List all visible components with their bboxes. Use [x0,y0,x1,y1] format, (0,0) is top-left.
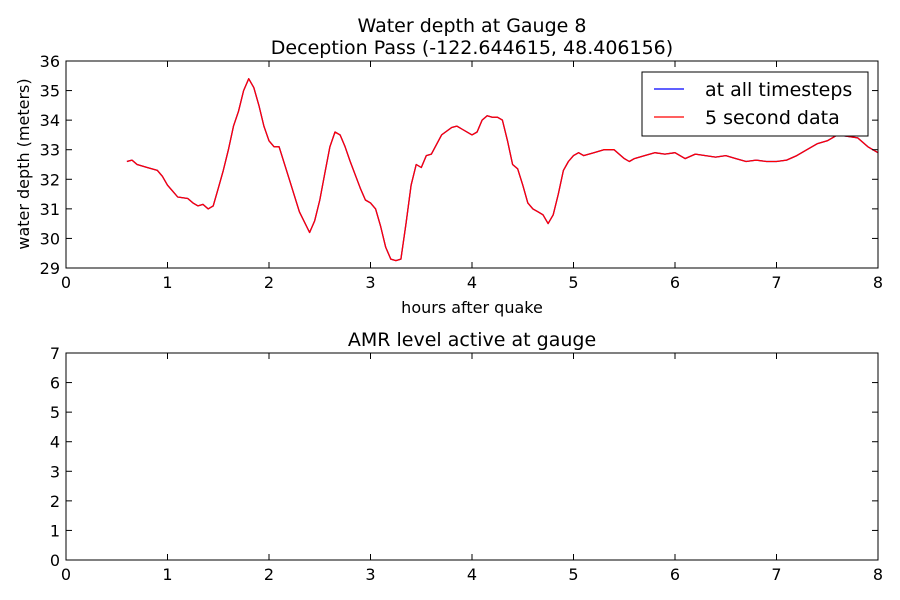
legend-box [641,71,869,137]
y-tick-label: 31 [40,200,60,219]
y-tick-label: 2 [50,492,60,511]
x-tick-label: 8 [873,565,883,584]
y-tick-label: 0 [50,551,60,570]
x-tick-label: 5 [568,565,578,584]
chart-subtitle: Deception Pass (-122.644615, 48.406156) [271,37,673,59]
plot-frame [65,60,879,269]
y-axis-label: water depth (meters) [14,78,33,249]
y-tick-label: 3 [50,462,60,481]
y-tick-label: 5 [50,403,60,422]
legend: at all timesteps 5 second data [641,71,869,137]
y-tick-label: 29 [40,259,60,278]
y-tick-label: 36 [40,52,60,71]
x-tick-label: 4 [467,273,477,292]
x-tick-label: 3 [365,565,375,584]
y-tick-label: 4 [50,433,60,452]
series-group [126,78,879,262]
y-tick-label: 1 [50,521,60,540]
x-tick-label: 6 [670,565,680,584]
x-tick-label: 0 [61,273,71,292]
x-tick-label: 2 [264,273,274,292]
y-tick-label: 33 [40,141,60,160]
x-tick-label: 4 [467,565,477,584]
plot-frame [65,352,879,561]
y-tick-label: 30 [40,229,60,248]
x-tick-label: 6 [670,273,680,292]
x-tick-label: 7 [771,273,781,292]
ticks-group: 0 1 2 3 4 5 6 7 8 0 1 2 3 4 5 6 7 [50,344,883,584]
x-axis-label: hours after quake [401,298,543,317]
chart-title: Water depth at Gauge 8 [358,15,587,37]
series-line-5-second-data [126,78,879,262]
y-tick-label: 6 [50,374,60,393]
y-tick-label: 35 [40,82,60,101]
x-tick-label: 3 [365,273,375,292]
x-tick-label: 0 [61,565,71,584]
x-tick-label: 2 [264,565,274,584]
x-tick-label: 1 [162,565,172,584]
y-tick-label: 7 [50,344,60,363]
legend-label-5-second-data: 5 second data [705,107,840,129]
x-tick-label: 7 [771,565,781,584]
chart-title: AMR level active at gauge [348,329,596,351]
x-tick-label: 5 [568,273,578,292]
x-tick-label: 1 [162,273,172,292]
y-tick-label: 34 [40,111,60,130]
legend-label-at-all-timesteps: at all timesteps [705,79,852,101]
water-depth-chart: Water depth at Gauge 8 Deception Pass (-… [14,15,883,317]
y-tick-label: 32 [40,170,60,189]
x-tick-label: 8 [873,273,883,292]
amr-level-chart: AMR level active at gauge 0 1 2 3 4 5 6 7 8 0 1 2 3 4… [50,329,883,584]
